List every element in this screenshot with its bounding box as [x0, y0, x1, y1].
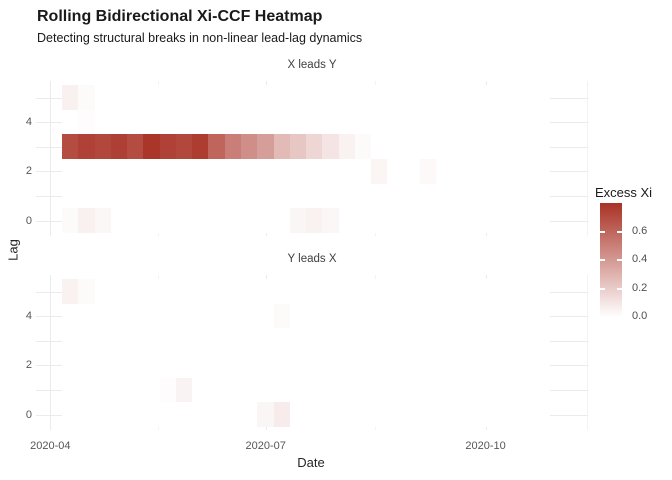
- heatmap-tile: [257, 402, 274, 428]
- heatmap-tile: [94, 208, 111, 234]
- heatmap-tile: [78, 85, 95, 110]
- x-tick-label: 2020-10: [465, 440, 506, 452]
- legend-title: Excess Xi: [595, 185, 653, 200]
- heatmap-tile: [240, 134, 258, 160]
- heatmap-tile: [159, 134, 176, 160]
- legend-tick-label: 0.6: [632, 224, 648, 237]
- heatmap-tile: [143, 134, 160, 160]
- chart-title: Rolling Bidirectional Xi-CCF Heatmap: [37, 8, 323, 25]
- heatmap-tile: [289, 208, 307, 234]
- legend-tick-mark: [617, 287, 622, 290]
- heatmap-tile: [94, 134, 111, 160]
- heatmap-tile: [78, 208, 95, 234]
- heatmap-tile: [306, 134, 323, 160]
- facet-panel: [36, 81, 588, 236]
- facet-panel: [36, 275, 588, 430]
- y-tick-label: 2: [25, 165, 32, 178]
- heatmap-tile: [175, 377, 193, 403]
- heatmap-tile: [78, 279, 95, 304]
- heatmap-tile: [110, 134, 128, 160]
- legend-tick-mark: [617, 259, 622, 261]
- heatmap-tile: [159, 377, 176, 403]
- legend-tick-label: 0.2: [632, 281, 648, 294]
- facet-strip-label: X leads Y: [287, 59, 337, 71]
- heatmap-tile: [306, 208, 323, 234]
- heatmap-tile: [78, 134, 95, 160]
- heatmap-tile: [273, 134, 290, 160]
- minor-gridline: [587, 275, 588, 430]
- minor-gridline: [587, 81, 588, 236]
- heatmap-tile: [289, 134, 307, 160]
- y-tick-label: 2: [25, 359, 32, 372]
- heatmap-tile: [354, 134, 372, 160]
- y-axis-title: Lag: [5, 239, 21, 261]
- legend-tick-mark: [600, 287, 605, 290]
- heatmap-tile: [273, 303, 290, 329]
- x-axis-title: Date: [297, 455, 325, 470]
- heatmap-tile: [208, 134, 225, 160]
- major-gridline: [50, 81, 52, 236]
- heatmap-tile: [419, 159, 437, 184]
- heatmap-tile: [322, 134, 339, 160]
- y-tick-label: 0: [25, 214, 32, 227]
- legend-tick-mark: [600, 230, 605, 233]
- heatmap-tile: [224, 134, 241, 160]
- heatmap-tile: [78, 109, 95, 135]
- heatmap-tile: [127, 134, 144, 160]
- y-tick-label: 0: [25, 408, 32, 421]
- heatmap-tile: [192, 134, 209, 160]
- heatmap-tile: [62, 279, 79, 304]
- heatmap-tile: [175, 134, 193, 160]
- legend-gradient-bar: [600, 203, 622, 317]
- x-tick-label: 2020-07: [245, 440, 286, 452]
- legend-tick-label: 0.4: [632, 253, 648, 265]
- heatmap-tile: [371, 159, 388, 184]
- heatmap-tile: [62, 208, 79, 234]
- heatmap-tile: [273, 402, 290, 428]
- y-tick-label: 4: [25, 116, 32, 129]
- major-gridline: [50, 275, 52, 430]
- legend-tick-mark: [617, 230, 622, 233]
- facet-strip-label: Y leads X: [287, 253, 337, 265]
- heatmap-tile: [62, 134, 79, 160]
- x-tick-label: 2020-04: [30, 440, 71, 452]
- chart-subtitle: Detecting structural breaks in non-linea…: [37, 31, 363, 45]
- y-tick-label: 4: [25, 310, 32, 323]
- heatmap-tile: [62, 85, 79, 110]
- legend-tick-label: 0.0: [632, 310, 648, 322]
- heatmap-background: [62, 279, 551, 428]
- heatmap-tile: [257, 134, 274, 160]
- heatmap-tile: [338, 134, 355, 160]
- legend-tick-mark: [600, 259, 605, 261]
- heatmap-tile: [322, 208, 339, 234]
